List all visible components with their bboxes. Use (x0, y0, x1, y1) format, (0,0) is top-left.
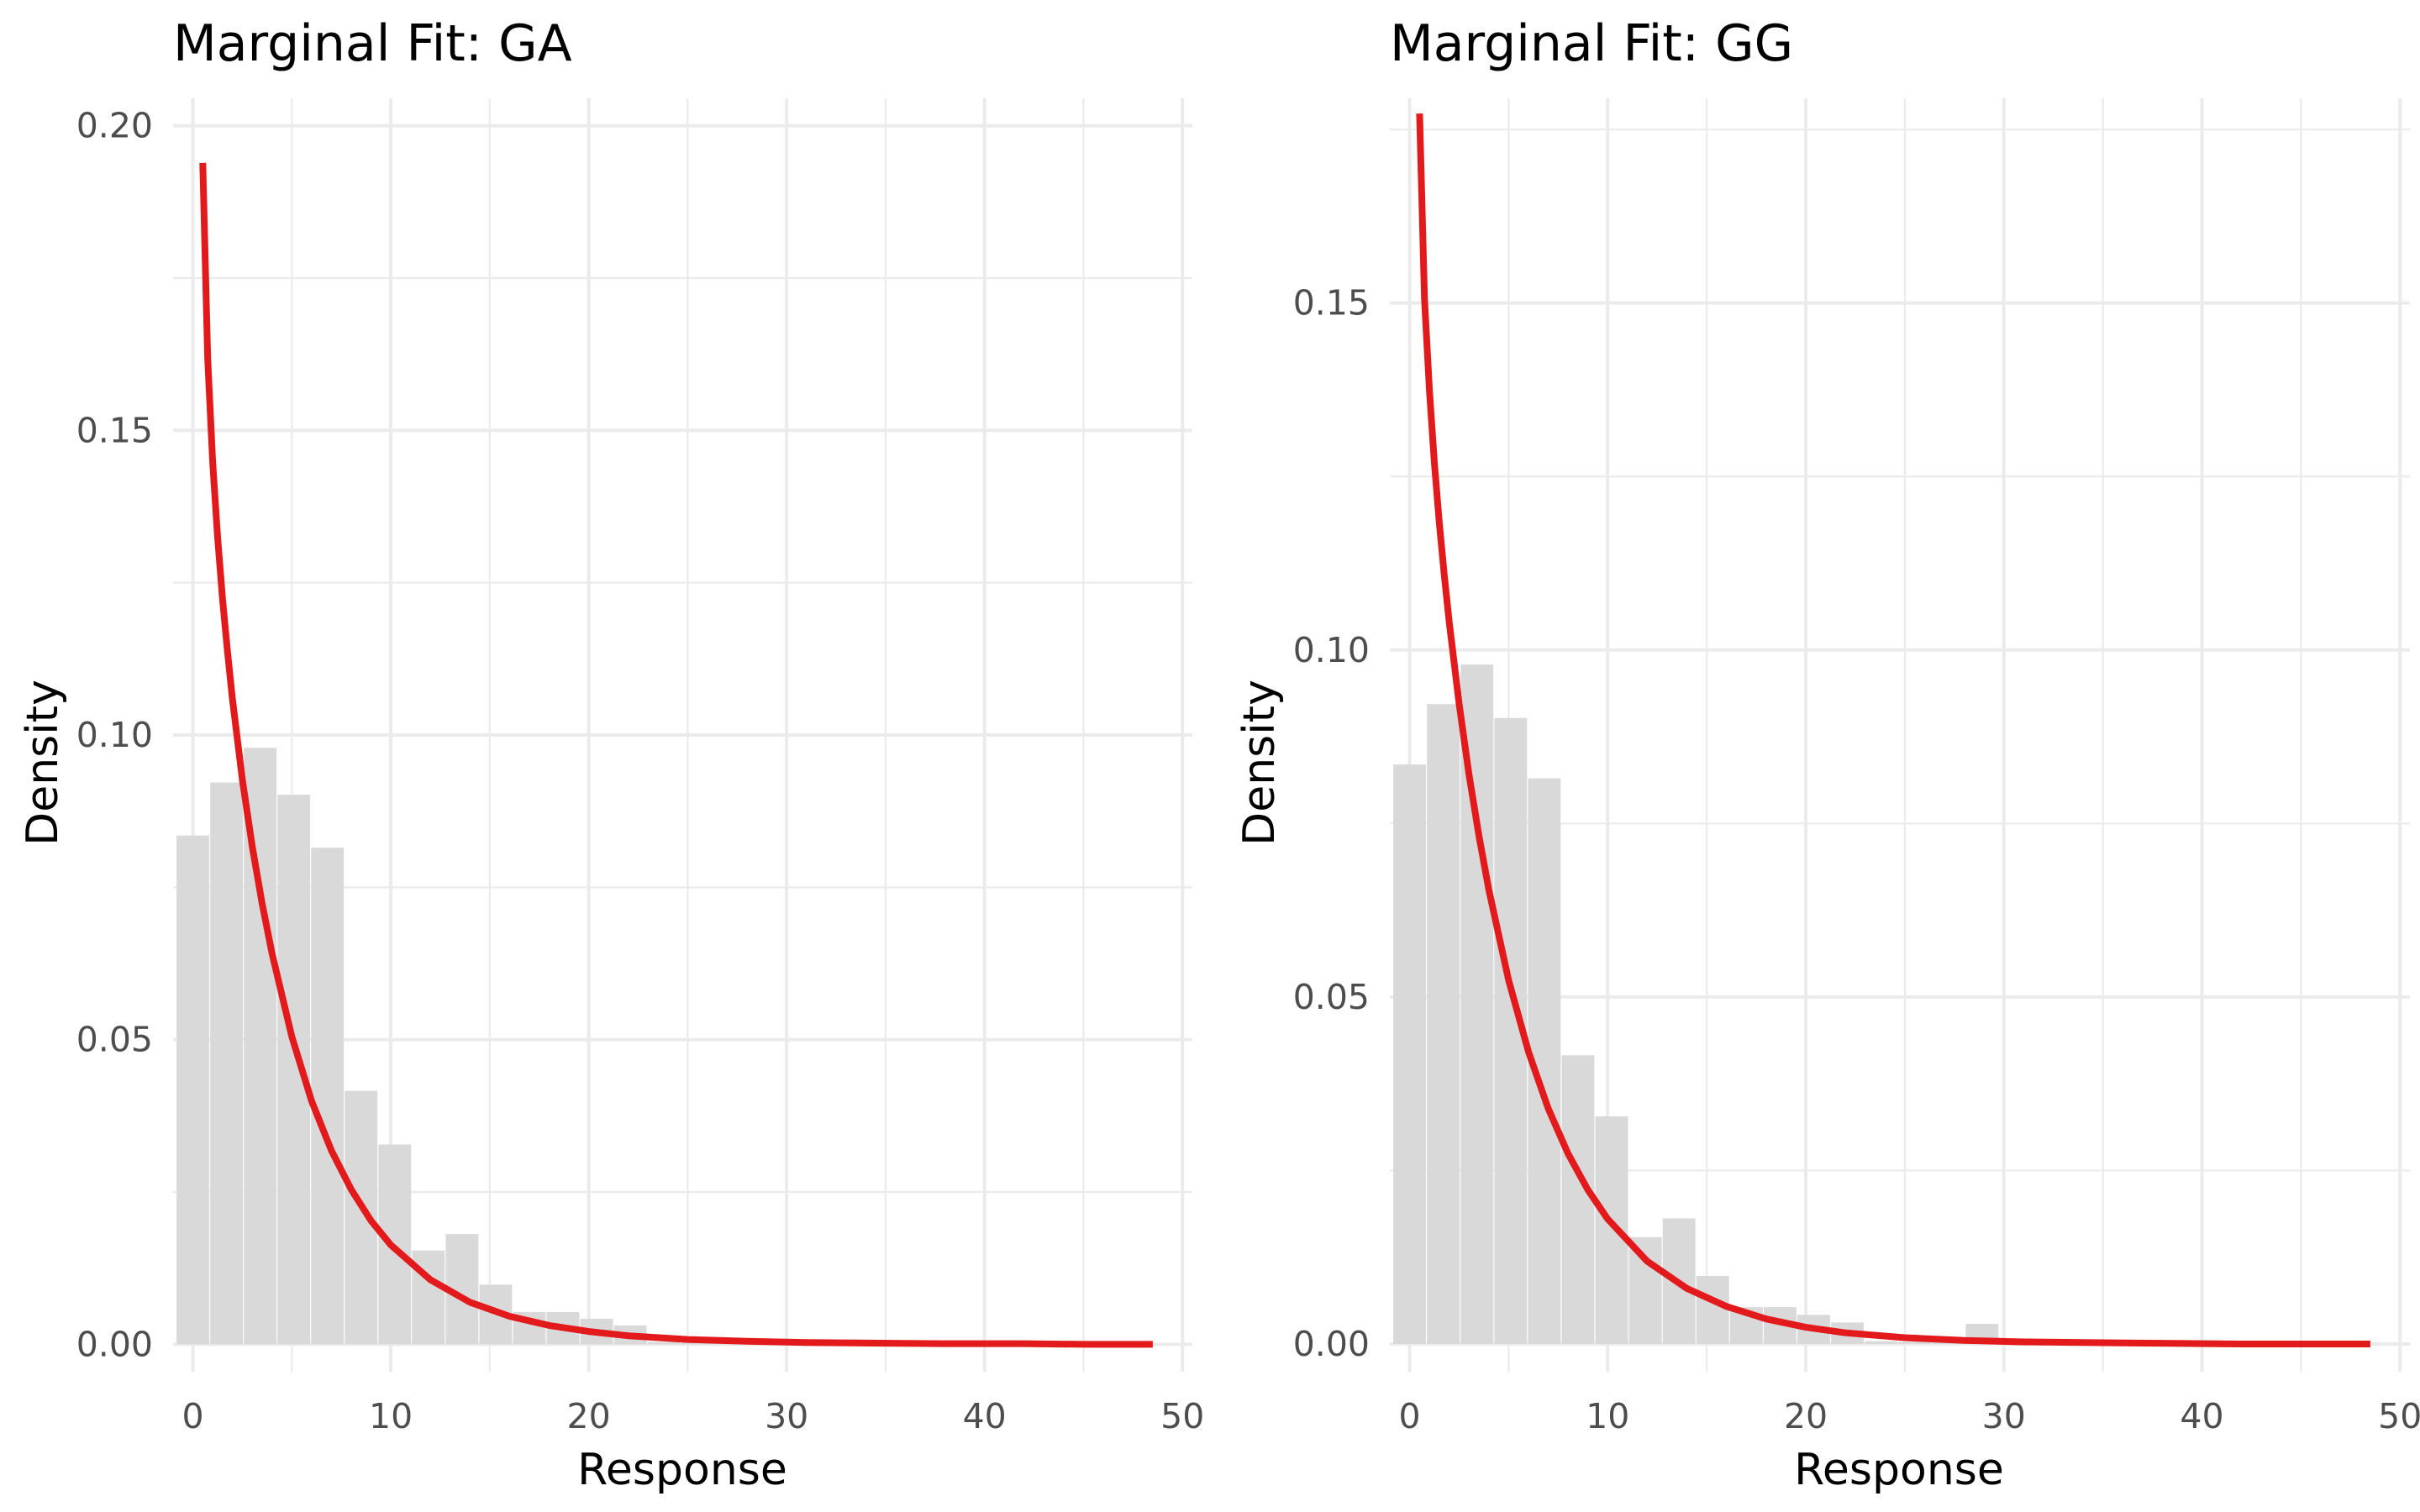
x-tick-label: 10 (1586, 1396, 1629, 1436)
x-tick-label: 0 (1399, 1396, 1421, 1436)
histogram-bar (1460, 664, 1494, 1344)
histogram-bar (1696, 1275, 1729, 1344)
x-tick-label: 30 (765, 1396, 808, 1436)
histogram-bar (1561, 1055, 1595, 1344)
density-curve-layer (1416, 113, 2370, 1347)
x-tick-label: 10 (369, 1396, 413, 1436)
x-tick-label: 50 (1160, 1396, 1204, 1436)
histogram-bar (1595, 1116, 1628, 1344)
histogram-bars (176, 748, 781, 1345)
y-tick-label: 0.00 (1293, 1324, 1370, 1364)
density-curve-layer (199, 162, 1153, 1348)
x-tick-label: 40 (2180, 1396, 2223, 1436)
histogram-bar (1865, 1341, 1898, 1344)
x-axis-title: Response (577, 1445, 787, 1495)
histogram-bar (210, 782, 244, 1345)
x-axis-title: Response (1794, 1445, 2004, 1495)
y-tick-label: 0.15 (76, 410, 153, 450)
y-axis-title: Density (18, 680, 68, 846)
panel-gg: Marginal Fit: GG 0 10 20 30 40 50 0.00 0.05 0.1… (1234, 14, 2420, 1495)
density-curve (199, 162, 1153, 1348)
histogram-bar (1427, 704, 1460, 1344)
histogram-bar (1628, 1236, 1662, 1344)
histogram-bar (1932, 1342, 1965, 1344)
x-tick-label: 0 (182, 1396, 204, 1436)
x-tick-labels: 0 10 20 30 40 50 (1399, 1396, 2420, 1436)
histogram-bar (176, 835, 209, 1345)
panel-title: Marginal Fit: GA (173, 14, 572, 73)
histogram-bar (1898, 1341, 1932, 1344)
histogram-bar (681, 1342, 714, 1345)
x-tick-label: 30 (1982, 1396, 2026, 1436)
y-tick-label: 0.05 (76, 1020, 153, 1060)
histogram-bar (311, 848, 345, 1345)
y-tick-label: 0.15 (1293, 283, 1370, 323)
x-tick-labels: 0 10 20 30 40 50 (182, 1396, 1205, 1436)
panel-title: Marginal Fit: GG (1390, 14, 1793, 73)
x-tick-label: 40 (963, 1396, 1007, 1436)
grid (1390, 98, 2410, 1372)
y-tick-labels: 0.00 0.05 0.10 0.15 0.20 (76, 106, 153, 1365)
y-axis-title: Density (1234, 680, 1285, 846)
y-tick-label: 0.10 (1293, 630, 1370, 670)
y-tick-label: 0.20 (76, 106, 153, 146)
y-tick-label: 0.10 (76, 715, 153, 755)
x-tick-label: 20 (1784, 1396, 1828, 1436)
y-tick-label: 0.00 (76, 1324, 153, 1364)
y-tick-label: 0.05 (1293, 977, 1370, 1017)
histogram-bars (1393, 664, 1999, 1344)
histogram-bar (1393, 764, 1427, 1344)
histogram-bar (647, 1341, 681, 1345)
y-tick-labels: 0.00 0.05 0.10 0.15 (1293, 283, 1370, 1364)
density-curve (1416, 113, 2370, 1347)
panel-ga: Marginal Fit: GA 0 10 20 30 40 50 0.00 0.05 0.1… (18, 14, 1204, 1495)
x-tick-label: 20 (567, 1396, 611, 1436)
x-tick-label: 50 (2378, 1396, 2420, 1436)
